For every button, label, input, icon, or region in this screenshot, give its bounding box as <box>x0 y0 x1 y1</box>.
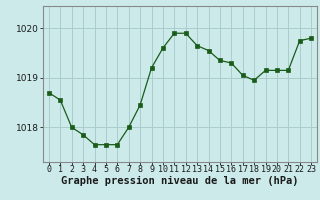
X-axis label: Graphe pression niveau de la mer (hPa): Graphe pression niveau de la mer (hPa) <box>61 176 299 186</box>
